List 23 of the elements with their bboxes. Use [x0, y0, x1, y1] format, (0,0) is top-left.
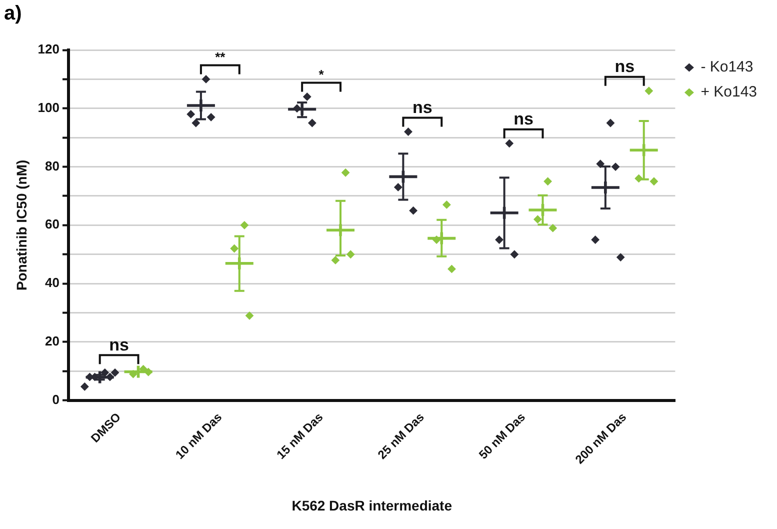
- x-tick-label: 15 nM Das: [274, 410, 326, 462]
- annotation: ns: [412, 98, 432, 117]
- y-tick-label: 40: [45, 275, 60, 290]
- y-tick-label: 60: [45, 216, 60, 232]
- annotation: *: [318, 66, 325, 82]
- chart-title: a): [4, 2, 22, 25]
- x-tick-label: 25 nM Das: [374, 410, 428, 462]
- x-tick-label: 10 nM Das: [172, 410, 225, 462]
- x-tick-label: 50 nM Das: [476, 410, 528, 462]
- y-tick-label: 80: [45, 158, 60, 174]
- y-tick-label: 0: [52, 392, 60, 407]
- annotation: **: [215, 49, 226, 64]
- annotation: ns: [109, 335, 129, 354]
- annotation: ns: [514, 110, 534, 129]
- y-tick-label: 120: [38, 42, 60, 57]
- y-axis-title: Ponatinib IC50 (nM): [13, 160, 30, 290]
- legend-label: + Ko143: [700, 84, 758, 101]
- annotation: ns: [614, 57, 635, 76]
- legend-label: - Ko143: [700, 58, 754, 76]
- y-tick-label: 100: [38, 100, 60, 115]
- y-tick-label: 20: [45, 334, 60, 349]
- x-axis-title: K562 DasR intermediate: [292, 497, 452, 514]
- x-tick-label: 200 nM Das: [572, 410, 630, 467]
